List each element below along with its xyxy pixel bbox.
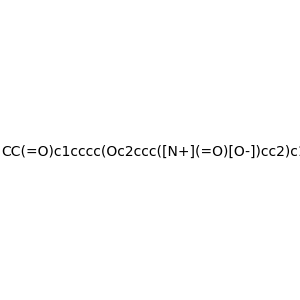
Text: CC(=O)c1cccc(Oc2ccc([N+](=O)[O-])cc2)c1: CC(=O)c1cccc(Oc2ccc([N+](=O)[O-])cc2)c1 [1,145,300,158]
